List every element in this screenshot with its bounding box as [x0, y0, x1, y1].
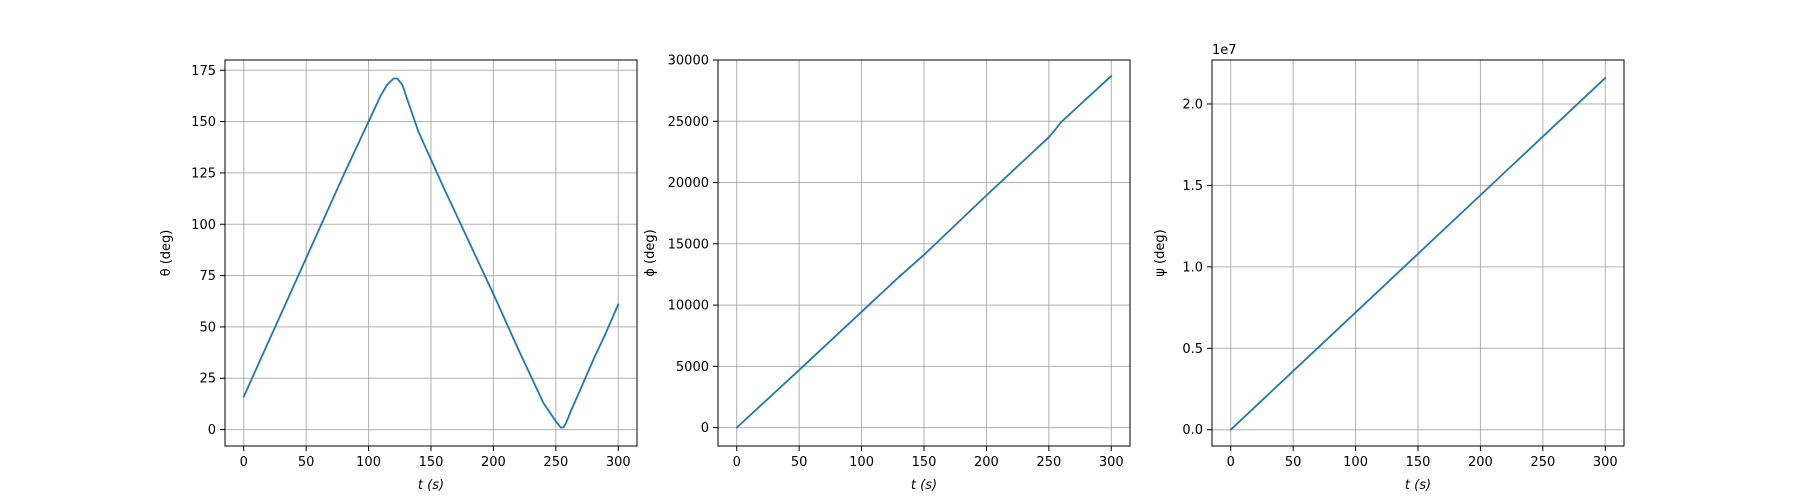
y-tick-label: 0.5 [1182, 342, 1203, 357]
y-offset-label: 1e7 [1212, 43, 1237, 58]
y-tick-label: 175 [191, 64, 216, 79]
subplot-theta: 0 50 100 150 200 250 300 0 25 50 75 100 125 150 175 t … [159, 59, 638, 493]
y-tick-label: 0 [701, 421, 709, 436]
x-axis-label: t (s) [911, 478, 937, 493]
x-tick-label: 300 [606, 455, 631, 470]
y-tick-label: 2.0 [1182, 97, 1203, 112]
y-axis-label: ψ (deg) [1153, 229, 1168, 276]
y-axis-label: θ (deg) [159, 230, 174, 277]
y-tick-label: 30000 [668, 54, 709, 69]
y-tick-label: 1.5 [1182, 179, 1203, 194]
x-tick-label: 0 [1227, 455, 1235, 470]
y-tick-label: 20000 [668, 176, 709, 191]
x-tick-label: 100 [849, 455, 874, 470]
y-axis-label: ϕ (deg) [643, 229, 658, 276]
x-tick-label: 250 [1036, 455, 1061, 470]
y-tick-label: 25 [199, 372, 216, 387]
x-tick-label: 300 [1099, 455, 1124, 470]
y-tick-label: 15000 [668, 237, 709, 252]
x-axis-label: t (s) [1405, 478, 1431, 493]
y-tick-label: 5000 [676, 360, 709, 375]
y-tick-label: 75 [199, 269, 216, 284]
x-tick-label: 250 [1530, 455, 1555, 470]
x-axis-label: t (s) [418, 478, 444, 493]
y-tick-label: 0 [208, 423, 216, 438]
y-tick-label: 100 [191, 218, 216, 233]
y-tick-label: 125 [191, 166, 216, 181]
x-tick-label: 200 [1468, 455, 1493, 470]
x-tick-label: 100 [1343, 455, 1368, 470]
subplot-phi: 0 50 100 150 200 250 300 0 5000 10000 15000 20000 25… [643, 54, 1131, 493]
series-line [735, 75, 1113, 429]
x-tick-label: 150 [1406, 455, 1431, 470]
x-tick-label: 50 [298, 455, 315, 470]
x-tick-label: 200 [974, 455, 999, 470]
x-tick-label: 200 [481, 455, 506, 470]
y-tick-label: 50 [199, 320, 216, 335]
x-tick-label: 0 [240, 455, 248, 470]
y-tick-label: 0.0 [1182, 423, 1203, 438]
x-tick-label: 50 [791, 455, 808, 470]
y-tick-label: 10000 [668, 299, 709, 314]
x-tick-label: 0 [733, 455, 741, 470]
x-tick-label: 300 [1593, 455, 1618, 470]
x-tick-label: 100 [356, 455, 381, 470]
y-tick-label: 25000 [668, 115, 709, 130]
series-line [242, 77, 620, 429]
y-tick-label: 1.0 [1182, 260, 1203, 275]
subplot-psi: 0 50 100 150 200 250 3000.00.51.01.52.0 t (s) … [1153, 43, 1625, 493]
x-tick-label: 50 [1285, 455, 1302, 470]
series-line [1229, 77, 1607, 431]
x-tick-label: 150 [912, 455, 937, 470]
x-tick-label: 150 [419, 455, 444, 470]
x-tick-label: 250 [543, 455, 568, 470]
y-tick-label: 150 [191, 115, 216, 130]
